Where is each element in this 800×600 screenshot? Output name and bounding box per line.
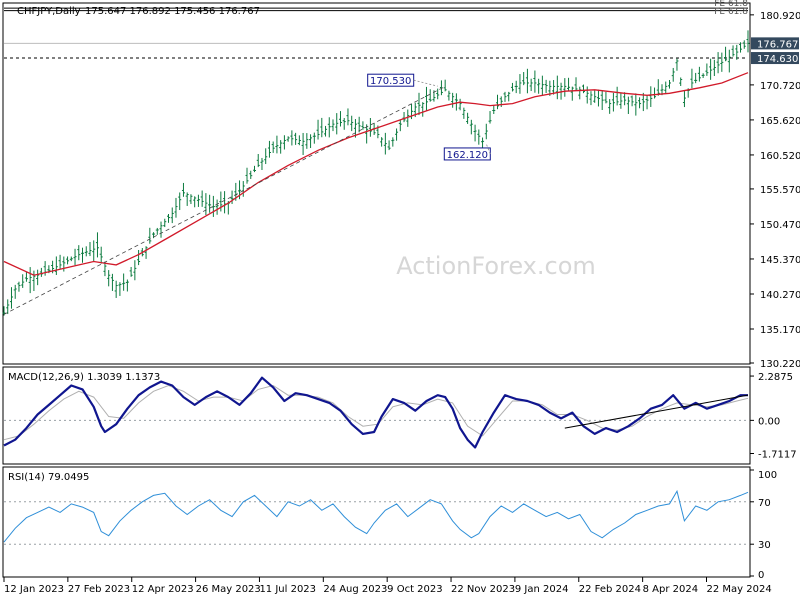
rsi-tick-label: 100 [758, 470, 777, 481]
rsi-panel-frame [2, 466, 751, 578]
symbol-label: CHFJPY,Daily [17, 6, 81, 17]
x-tick-label: 26 May 2023 [196, 584, 261, 595]
rsi-title: RSI(14) 79.0495 [8, 472, 89, 483]
last-price-box [751, 37, 799, 50]
x-tick-label: 22 Feb 2024 [579, 584, 641, 595]
x-tick-label: 9 Jan 2024 [515, 584, 569, 595]
ohlc-label: 175.647 176.892 175.456 176.767 [85, 6, 260, 17]
price-tick-label: 170.720 [760, 81, 800, 92]
price-axis: 180.920 176.767 174.630 170.720 165.620 160.5… [750, 11, 800, 370]
watermark: ActionForex.com [396, 252, 596, 280]
annotation-leader [485, 143, 491, 155]
last-price-label: 176.767 [757, 39, 798, 50]
annotation-leader [413, 79, 438, 87]
macd-panel-frame [2, 366, 751, 465]
price-annotations: 170.530 162.120 [367, 73, 491, 161]
x-tick-label: 11 Jul 2023 [259, 584, 316, 595]
rsi-tick-label: 70 [758, 498, 771, 509]
x-tick-label: 22 May 2024 [706, 584, 771, 595]
price-bars [2, 30, 750, 316]
x-tick-label: 22 Nov 2023 [451, 584, 515, 595]
sma-path [3, 72, 749, 276]
price-tick-label: 150.470 [760, 220, 800, 231]
rsi-lines [3, 489, 749, 545]
resistance-price-box [751, 52, 799, 65]
macd-tick-label: 0.00 [758, 416, 780, 427]
x-axis: 12 Jan 2023 27 Feb 2023 12 Apr 2023 26 May … [3, 577, 772, 595]
macd-lines [3, 376, 749, 449]
price-tick-label: 155.570 [760, 185, 800, 196]
price-panel-frame [2, 2, 751, 365]
price-tick-label: 160.520 [760, 151, 800, 162]
x-tick-label: 27 Feb 2023 [68, 584, 130, 595]
price-tick-label: 145.370 [760, 255, 800, 266]
macd-trend-line [564, 394, 749, 429]
price-tick-label: 165.620 [760, 116, 800, 127]
macd-tick-label: -1.7117 [758, 450, 797, 461]
x-tick-label: 9 Oct 2023 [387, 584, 442, 595]
price-trend-line [3, 86, 446, 315]
sma-line [3, 72, 749, 276]
rsi-axis: 100 70 30 0 [750, 469, 777, 581]
price-tick-label: 130.220 [760, 359, 800, 370]
price-tick-label: 180.920 [760, 11, 800, 22]
macd-tick-label: 2.2875 [758, 372, 793, 383]
macd-title: MACD(12,26,9) 1.3039 1.1373 [8, 372, 160, 383]
annotation-label: 170.530 [370, 76, 411, 87]
rsi-tick-label: 0 [758, 570, 764, 581]
x-tick-label: 8 Apr 2024 [643, 584, 698, 595]
rsi-line [3, 489, 749, 543]
price-grid: FE 61.8FE 61.8 [4, 0, 748, 59]
rsi-tick-label: 30 [758, 540, 771, 551]
fib-label-2: FE 61.8 [714, 7, 748, 17]
fib-label: FE 61.8 [714, 0, 748, 9]
macd-line [3, 376, 748, 449]
x-tick-label: 12 Apr 2023 [132, 584, 194, 595]
price-tick-label: 140.270 [760, 290, 800, 301]
resistance-price-label: 174.630 [757, 54, 798, 65]
price-tick-label: 135.170 [760, 325, 800, 336]
x-tick-label: 24 Aug 2023 [323, 584, 387, 595]
x-tick-label: 12 Jan 2023 [4, 584, 64, 595]
annotation-label: 162.120 [447, 150, 488, 161]
trend-line [3, 86, 446, 315]
macd-axis: 2.2875 0.00 -1.7117 [750, 372, 797, 461]
